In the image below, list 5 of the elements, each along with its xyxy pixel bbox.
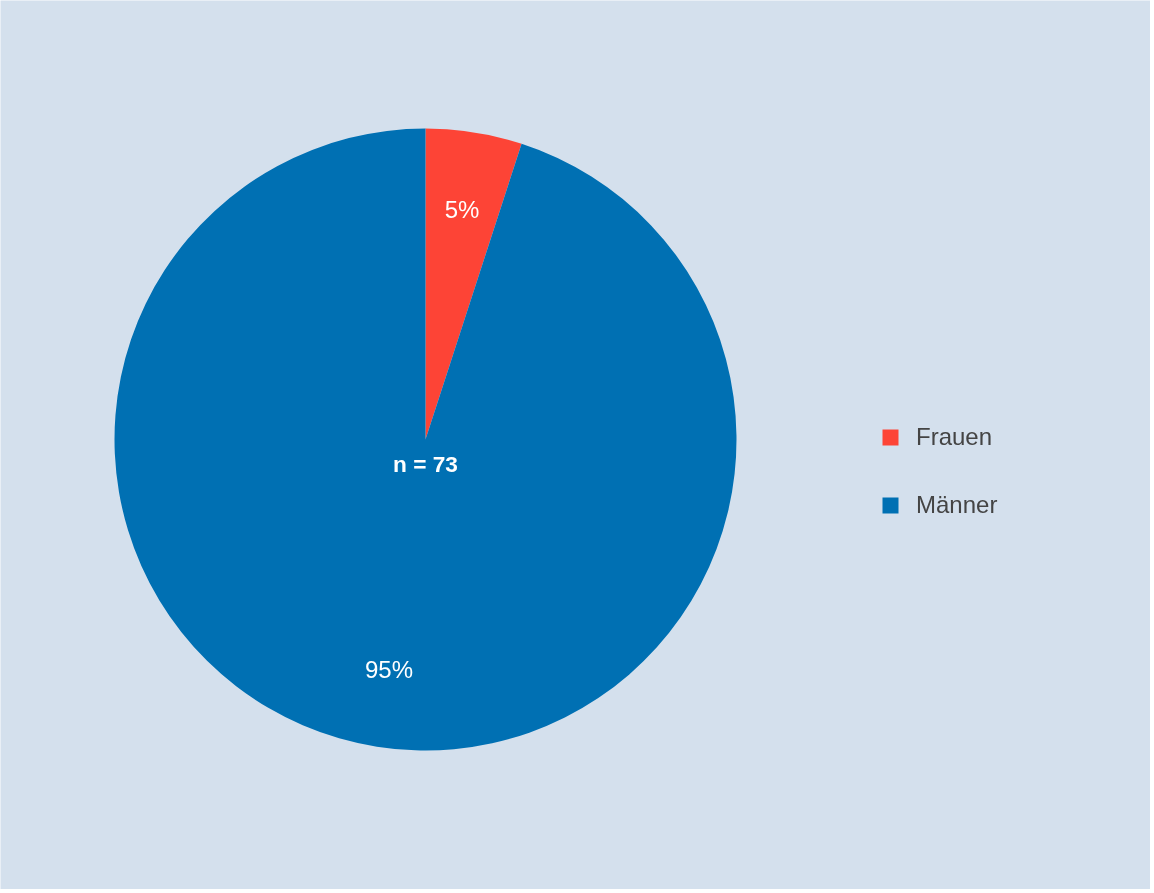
legend-label: Frauen bbox=[916, 423, 993, 451]
legend-label: Männer bbox=[916, 491, 998, 519]
data-label: 95% bbox=[364, 656, 414, 684]
text: n = 73 bbox=[393, 450, 458, 477]
data-label: 5% bbox=[444, 195, 480, 223]
